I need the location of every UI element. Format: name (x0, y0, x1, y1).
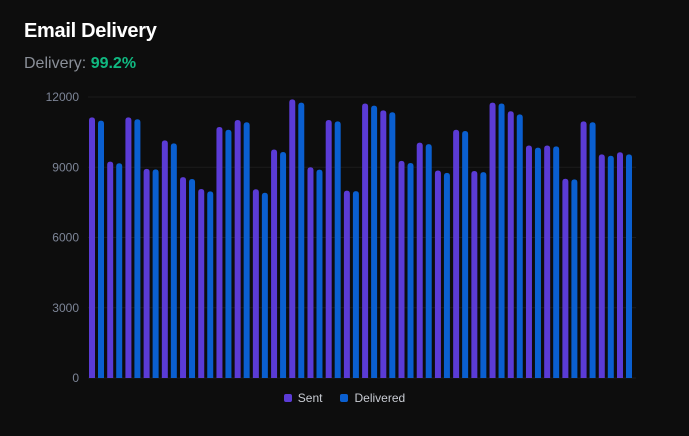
bar-delivered[interactable] (553, 146, 560, 378)
chart-title: Email Delivery (24, 20, 157, 42)
bar-sent[interactable] (507, 111, 514, 378)
bar-delivered[interactable] (626, 154, 632, 378)
bar-sent[interactable] (362, 103, 369, 378)
bar-sent[interactable] (380, 110, 387, 378)
bar-delivered[interactable] (389, 112, 396, 379)
legend-item-delivered[interactable]: Delivered (340, 391, 405, 405)
legend-item-sent[interactable]: Sent (283, 391, 323, 405)
bar-sent[interactable] (143, 168, 150, 378)
bar-delivered[interactable] (170, 143, 177, 378)
bar-sent[interactable] (252, 189, 259, 378)
bar-sent[interactable] (580, 121, 587, 378)
bar-delivered[interactable] (480, 172, 487, 378)
bar-delivered[interactable] (443, 172, 450, 378)
bar-delivered[interactable] (425, 144, 432, 378)
bar-sent[interactable] (289, 99, 296, 378)
bar-delivered[interactable] (334, 121, 341, 378)
bar-sent[interactable] (180, 177, 187, 378)
delivery-value: 99.2% (90, 55, 137, 72)
bar-delivered[interactable] (152, 169, 159, 378)
bar-delivered[interactable] (407, 163, 414, 378)
bar-delivered[interactable] (280, 152, 287, 378)
bar-sent[interactable] (598, 154, 605, 378)
bar-delivered[interactable] (98, 120, 104, 379)
bar-delivered[interactable] (316, 169, 323, 378)
bar-delivered[interactable] (498, 103, 505, 378)
bar-delivered[interactable] (116, 163, 123, 378)
bar-delivered[interactable] (261, 192, 268, 378)
legend-label-sent: Sent (297, 391, 323, 405)
bar-sent[interactable] (562, 178, 569, 378)
bar-delivered[interactable] (571, 179, 578, 378)
delivery-metric: Delivery: 99.2% (24, 55, 136, 73)
bar-delivered[interactable] (534, 147, 541, 378)
bar-sent[interactable] (325, 119, 332, 378)
y-tick-label: 12000 (46, 90, 80, 104)
legend-swatch-delivered (340, 394, 349, 402)
bar-sent[interactable] (343, 190, 350, 378)
bar-delivered[interactable] (189, 178, 196, 378)
bar-sent[interactable] (525, 145, 532, 378)
bar-delivered[interactable] (134, 119, 141, 378)
y-tick-label: 0 (72, 371, 79, 385)
bar-sent[interactable] (471, 170, 478, 378)
bar-sent[interactable] (198, 189, 205, 378)
bar-sent[interactable] (489, 102, 496, 379)
bar-delivered[interactable] (225, 129, 232, 378)
bar-sent[interactable] (161, 140, 168, 378)
bar-sent[interactable] (271, 149, 278, 378)
bar-sent[interactable] (216, 126, 223, 379)
bar-delivered[interactable] (207, 191, 214, 378)
bar-sent[interactable] (125, 117, 132, 378)
y-tick-label: 9000 (52, 160, 79, 174)
bar-sent[interactable] (107, 161, 114, 378)
bar-sent[interactable] (453, 129, 460, 378)
bar-sent[interactable] (544, 145, 551, 378)
bar-sent[interactable] (617, 152, 623, 378)
bar-sent[interactable] (416, 142, 423, 378)
bar-delivered[interactable] (243, 122, 250, 378)
bar-delivered[interactable] (352, 191, 359, 378)
bar-delivered[interactable] (607, 155, 614, 378)
bar-delivered[interactable] (298, 102, 305, 379)
bar-delivered[interactable] (371, 105, 378, 378)
legend-swatch-sent (283, 394, 292, 402)
delivery-label: Delivery: (24, 55, 87, 72)
y-tick-label: 6000 (52, 231, 79, 245)
legend: Sent Delivered (0, 391, 689, 405)
bar-sent[interactable] (89, 117, 95, 378)
bar-sent[interactable] (434, 170, 441, 378)
bar-delivered[interactable] (462, 130, 469, 378)
bar-delivered[interactable] (516, 114, 523, 378)
legend-label-delivered: Delivered (354, 391, 406, 405)
bar-sent[interactable] (234, 119, 241, 378)
bar-sent[interactable] (398, 160, 405, 378)
bar-sent[interactable] (307, 167, 314, 378)
bar-delivered[interactable] (589, 122, 596, 378)
y-tick-label: 3000 (52, 301, 79, 315)
